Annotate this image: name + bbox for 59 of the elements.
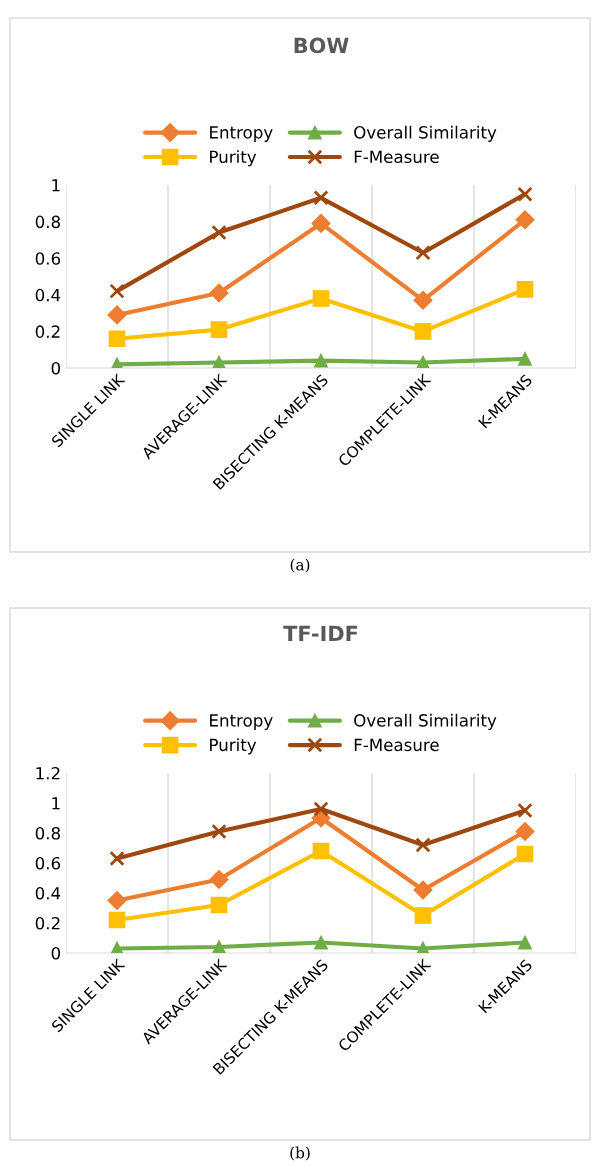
point xyxy=(515,821,535,842)
legend-label: F-Measure xyxy=(354,738,439,752)
point xyxy=(415,837,431,853)
point xyxy=(210,321,228,338)
point xyxy=(414,323,432,340)
y-tick-label: 0 xyxy=(51,361,61,375)
point xyxy=(516,280,534,298)
text: (a) xyxy=(290,558,310,573)
point xyxy=(312,290,330,307)
y-tick-label: 1.2 xyxy=(36,766,60,780)
point xyxy=(413,290,433,310)
y-tick-label: 0.4 xyxy=(35,886,61,900)
y-tick-label: 0.6 xyxy=(35,252,61,265)
chart-title: TF-IDF xyxy=(283,625,358,642)
y-tick-label: 1 xyxy=(52,797,60,810)
legend-label: Overall Similarity xyxy=(354,713,497,730)
y-tick-label: 0.8 xyxy=(35,215,60,229)
legend-label: Entropy xyxy=(210,126,273,142)
point xyxy=(518,935,532,950)
text: (b) xyxy=(290,1146,310,1161)
point xyxy=(314,353,328,368)
point xyxy=(211,823,227,840)
point xyxy=(210,896,228,914)
point xyxy=(109,283,125,299)
point xyxy=(413,880,433,900)
point xyxy=(515,210,535,230)
chart-title: BOW xyxy=(294,37,349,54)
point xyxy=(211,224,227,241)
point xyxy=(107,305,127,325)
y-tick-label: 0.2 xyxy=(35,325,60,338)
point xyxy=(415,245,431,261)
y-tick-label: 0.6 xyxy=(35,856,61,870)
point xyxy=(311,213,331,233)
point xyxy=(516,845,534,863)
legend-label: Entropy xyxy=(210,714,273,730)
point xyxy=(314,935,328,950)
point xyxy=(209,869,229,890)
legend-label: F-Measure xyxy=(354,150,439,164)
y-tick-label: 0.8 xyxy=(35,826,60,840)
point xyxy=(212,940,226,953)
point xyxy=(518,351,532,366)
y-tick-label: 0.2 xyxy=(35,916,60,930)
legend-label: Overall Similarity xyxy=(354,125,497,142)
y-tick-label: 0 xyxy=(51,946,61,960)
point xyxy=(517,186,533,202)
point xyxy=(313,801,329,817)
point xyxy=(517,802,533,819)
legend-label: Purity xyxy=(210,150,257,167)
y-tick-label: 1 xyxy=(52,179,60,192)
y-tick-label: 0.4 xyxy=(35,288,61,302)
point xyxy=(108,911,126,929)
point xyxy=(109,850,125,867)
point xyxy=(209,283,229,303)
point xyxy=(312,842,330,860)
point xyxy=(107,890,127,911)
point xyxy=(313,190,329,206)
point xyxy=(414,907,432,924)
point xyxy=(108,330,126,348)
legend-label: Purity xyxy=(210,738,257,755)
